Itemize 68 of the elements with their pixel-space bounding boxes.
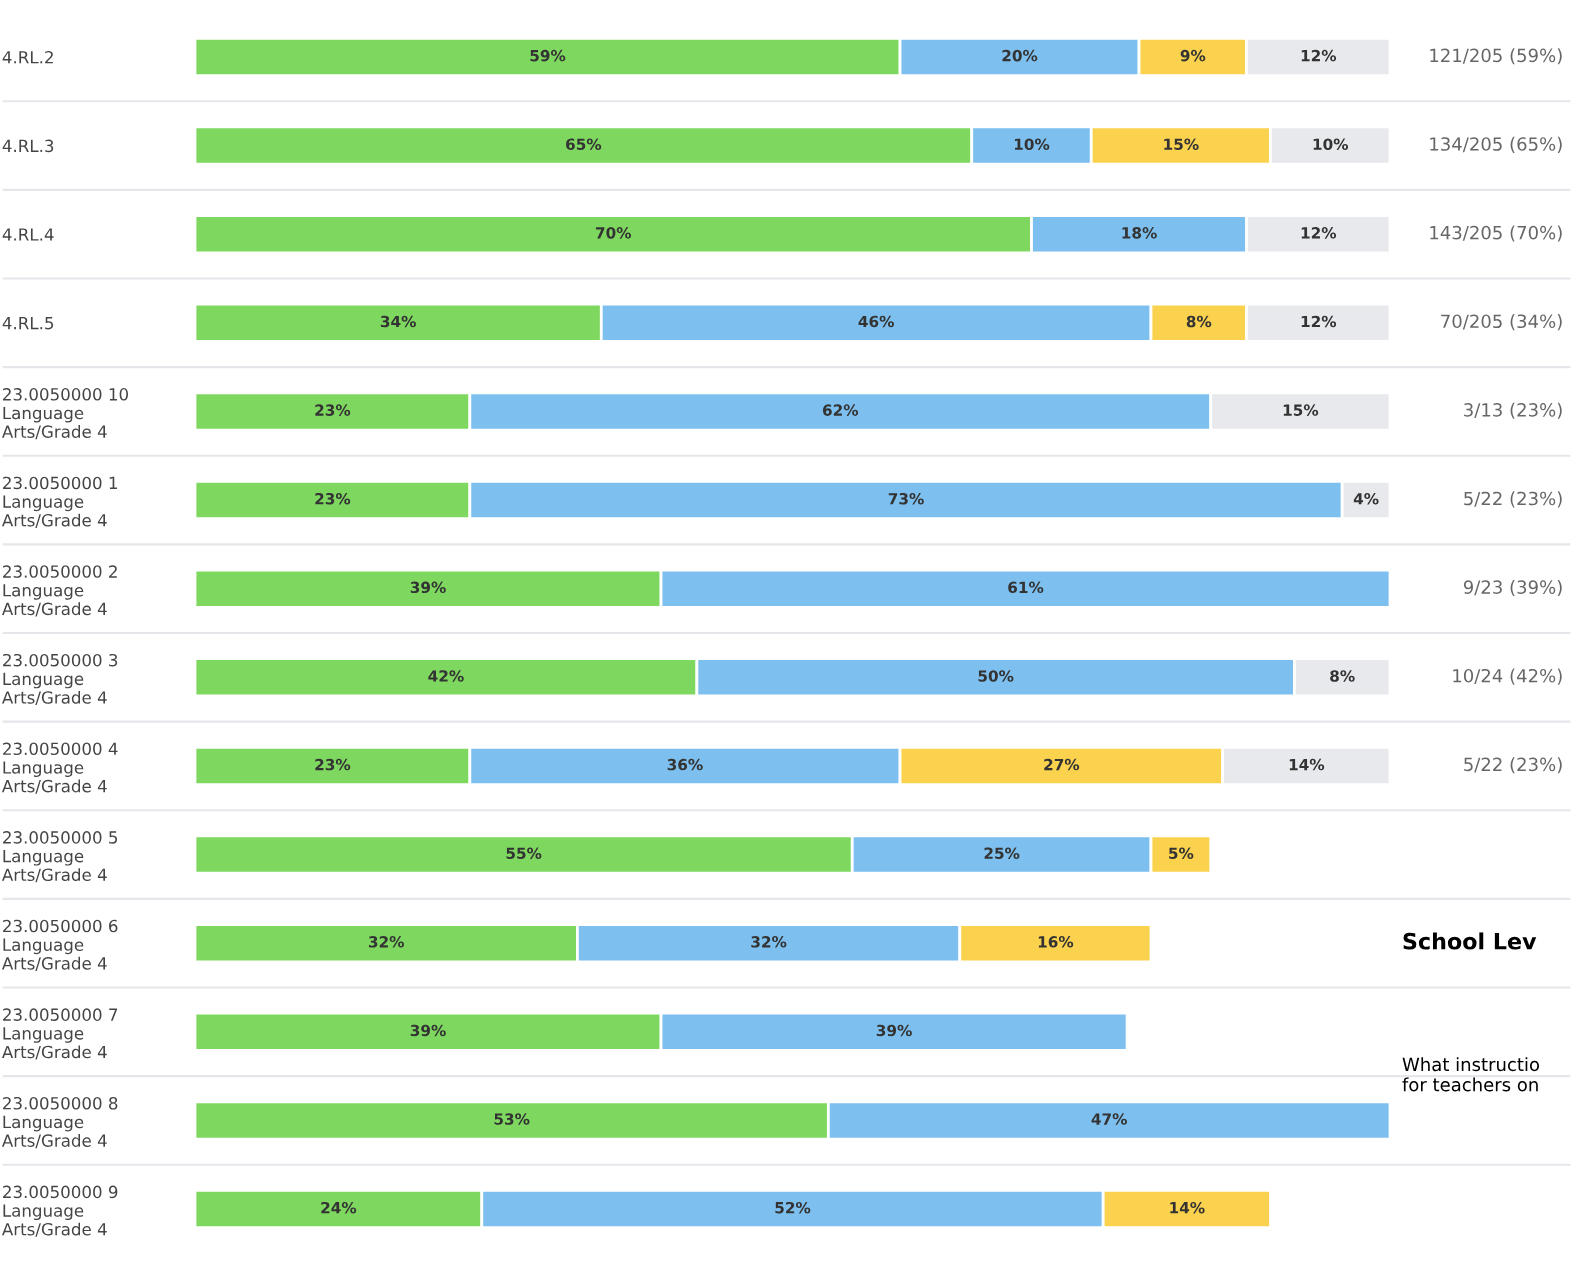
y-tick-label: 4.RL.3 <box>2 139 54 153</box>
data-label: 32% <box>368 936 404 948</box>
y-tick-label: 23.0050000 7 Language Arts/Grade 4 <box>1 1008 118 1060</box>
y-tick-label: 23.0050000 3 Language Arts/Grade 4 <box>1 653 118 706</box>
text: 70/205 (34%) <box>1441 314 1562 331</box>
y-tick-label: 4.RL.2 <box>2 50 53 64</box>
data-label: 27% <box>1044 758 1080 771</box>
data-label: 46% <box>858 315 894 328</box>
data-label: 8% <box>1186 315 1212 328</box>
data-label: 52% <box>775 1201 811 1214</box>
text: School Lev <box>1403 932 1537 950</box>
data-label: 12% <box>1301 49 1337 62</box>
text: What instructio for teachers on <box>1402 1057 1540 1092</box>
data-label: 14% <box>1289 758 1325 771</box>
text: 9/23 (39%) <box>1463 579 1562 597</box>
text: 3/13 (23%) <box>1464 402 1562 419</box>
data-label: 50% <box>978 670 1014 682</box>
y-tick-label: 23.0050000 2 Language Arts/Grade 4 <box>1 565 117 617</box>
data-label: 65% <box>566 138 602 151</box>
data-label: 55% <box>506 847 542 859</box>
text: 5/22 (23%) <box>1464 491 1562 508</box>
data-label: 62% <box>822 404 859 416</box>
data-label: 15% <box>1164 138 1199 151</box>
text: 143/205 (70%) <box>1430 225 1562 242</box>
data-label: 34% <box>380 315 416 328</box>
data-label: 10% <box>1313 138 1349 151</box>
data-label: 53% <box>494 1113 530 1125</box>
text: 10/24 (42%) <box>1453 668 1562 685</box>
y-tick-label: 23.0050000 9 Language Arts/Grade 4 <box>1 1185 118 1237</box>
data-label: 12% <box>1301 227 1337 239</box>
data-label: 15% <box>1283 404 1319 416</box>
data-label: 32% <box>751 936 787 948</box>
y-tick-label: 23.0050000 8 Language Arts/Grade 4 <box>1 1096 118 1149</box>
data-label: 12% <box>1301 315 1337 328</box>
data-label: 24% <box>321 1201 357 1214</box>
data-label: 18% <box>1122 227 1157 239</box>
data-label: 61% <box>1008 581 1044 594</box>
text: 121/205 (59%) <box>1430 48 1562 65</box>
data-label: 9% <box>1180 49 1206 62</box>
data-label: 70% <box>595 227 632 239</box>
y-tick-label: 23.0050000 5 Language Arts/Grade 4 <box>1 831 118 883</box>
y-tick-label: 23.0050000 4 Language Arts/Grade 4 <box>1 742 118 794</box>
data-label: 10% <box>1014 138 1050 151</box>
data-label: 23% <box>315 492 351 505</box>
data-label: 47% <box>1091 1113 1127 1125</box>
data-label: 36% <box>667 758 703 771</box>
y-tick-label: 23.0050000 10 Language Arts/Grade 4 <box>1 388 128 440</box>
data-label: 23% <box>315 404 351 416</box>
data-label: 59% <box>530 49 566 62</box>
data-label: 14% <box>1170 1201 1205 1214</box>
data-label: 4% <box>1353 492 1379 505</box>
data-label: 8% <box>1330 670 1355 682</box>
y-tick-label: 23.0050000 1 Language Arts/Grade 4 <box>1 476 117 528</box>
data-label: 16% <box>1038 936 1074 948</box>
data-label: 5% <box>1169 847 1194 859</box>
data-label: 20% <box>1002 49 1038 62</box>
data-label: 39% <box>876 1024 912 1037</box>
data-label: 39% <box>410 581 446 594</box>
data-label: 23% <box>315 758 351 771</box>
y-tick-label: 23.0050000 6 Language Arts/Grade 4 <box>1 919 118 971</box>
data-label: 25% <box>984 847 1020 859</box>
y-tick-label: 4.RL.5 <box>2 317 54 330</box>
text: 5/22 (23%) <box>1464 757 1562 774</box>
data-label: 39% <box>410 1024 446 1037</box>
data-label: 73% <box>888 492 924 505</box>
text: 134/205 (65%) <box>1430 136 1562 153</box>
data-label: 42% <box>428 670 464 682</box>
y-tick-label: 4.RL.4 <box>2 228 54 241</box>
